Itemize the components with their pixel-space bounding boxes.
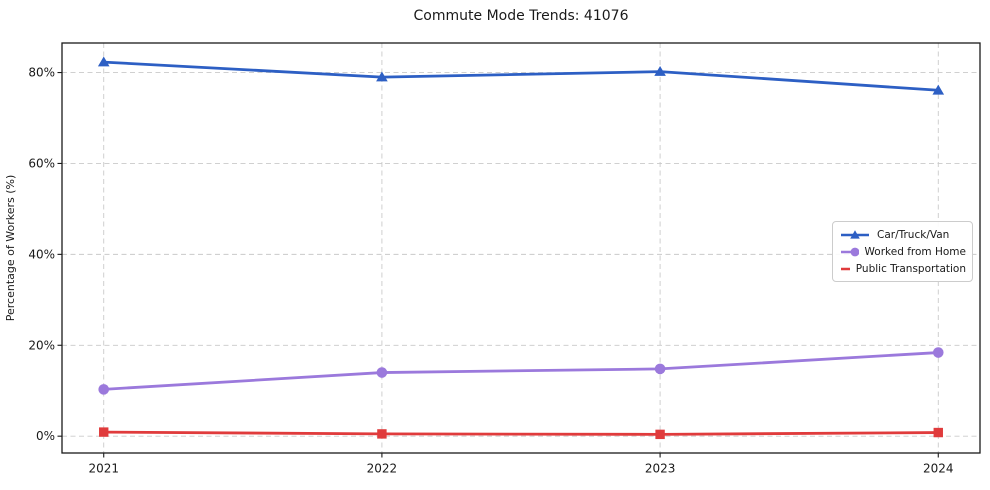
y-tick-label: 0% <box>36 429 55 443</box>
marker-public-transportation <box>655 429 665 440</box>
series-line-car-truck-van <box>102 60 940 92</box>
x-tick-label: 2024 <box>923 462 954 476</box>
legend-circle-icon <box>841 247 859 256</box>
y-tick-label: 20% <box>28 338 55 352</box>
legend: Car/Truck/Van Worked from Home Public Tran… <box>832 221 973 282</box>
y-tick-label: 60% <box>28 156 55 170</box>
legend-triangle-icon <box>841 229 869 239</box>
legend-label: Public Transportation <box>855 262 966 275</box>
marker-public-transportation <box>99 427 109 437</box>
marker-car-truck-van <box>654 66 666 76</box>
chart-title: Commute Mode Trends: 41076 <box>413 8 629 24</box>
series-line-worked-from-home <box>102 351 940 391</box>
series-line-public-transportation <box>102 430 940 436</box>
marker-public-transportation <box>933 427 943 438</box>
legend-square-icon <box>841 267 850 270</box>
plot-frame <box>61 42 981 454</box>
y-tick-label: 40% <box>28 247 55 261</box>
marker-car-truck-van <box>376 71 388 82</box>
legend-label: Car/Truck/Van <box>877 228 950 241</box>
legend-label: Worked from Home <box>864 245 966 258</box>
marker-car-truck-van <box>97 56 110 67</box>
x-tick-label: 2021 <box>88 462 119 476</box>
marker-worked-from-home <box>932 347 944 358</box>
legend-item-public-transportation: Public Transportation <box>839 260 966 277</box>
x-tick-label: 2023 <box>645 462 676 476</box>
marker-worked-from-home <box>376 367 388 378</box>
y-axis-label: Percentage of Workers (%) <box>4 175 17 322</box>
marker-worked-from-home <box>98 384 110 395</box>
legend-item-worked-from-home: Worked from Home <box>839 243 966 260</box>
legend-item-car-truck-van: Car/Truck/Van <box>839 226 966 243</box>
y-tick-label: 80% <box>28 66 55 80</box>
marker-car-truck-van <box>932 84 945 95</box>
marker-worked-from-home <box>654 363 666 375</box>
marker-public-transportation <box>377 429 387 439</box>
x-tick-label: 2022 <box>367 462 398 476</box>
